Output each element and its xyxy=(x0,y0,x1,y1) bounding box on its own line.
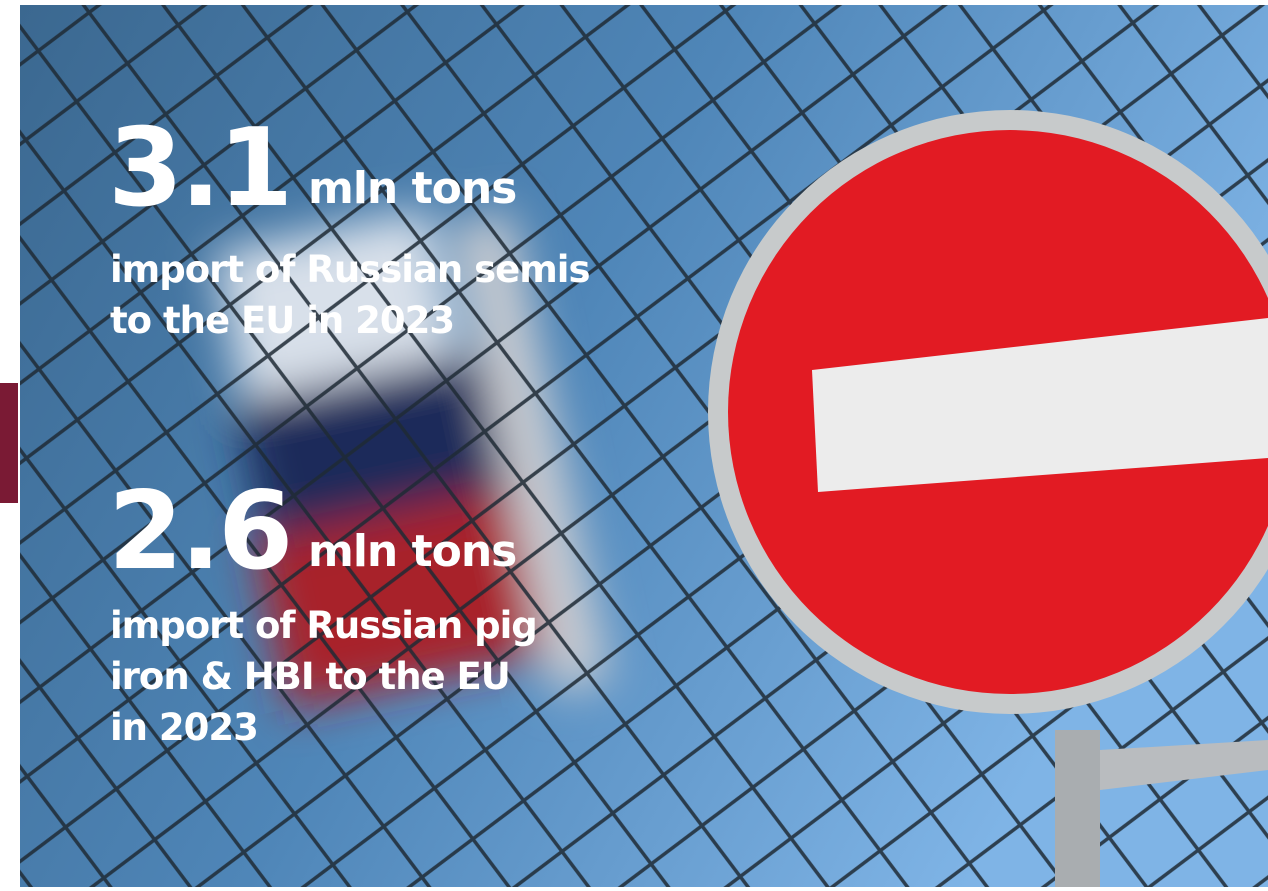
stat-unit: mln tons xyxy=(308,163,516,214)
page: {"stats": [ {"value": "3.1", "unit": "ml… xyxy=(0,0,1268,891)
infographic: 3.1 mln tons import of Russian semis to … xyxy=(0,0,1268,891)
stat-value: 3.1 xyxy=(108,106,290,231)
stat-unit: mln tons xyxy=(308,526,516,577)
stat-description: in 2023 xyxy=(110,706,258,749)
stat-description: iron & HBI to the EU xyxy=(110,655,510,698)
stat-description: to the EU in 2023 xyxy=(110,299,454,342)
stat-value: 2.6 xyxy=(108,469,290,594)
side-bar xyxy=(0,383,18,503)
stat-description: import of Russian pig xyxy=(110,604,537,647)
stat-description: import of Russian semis xyxy=(110,248,589,291)
